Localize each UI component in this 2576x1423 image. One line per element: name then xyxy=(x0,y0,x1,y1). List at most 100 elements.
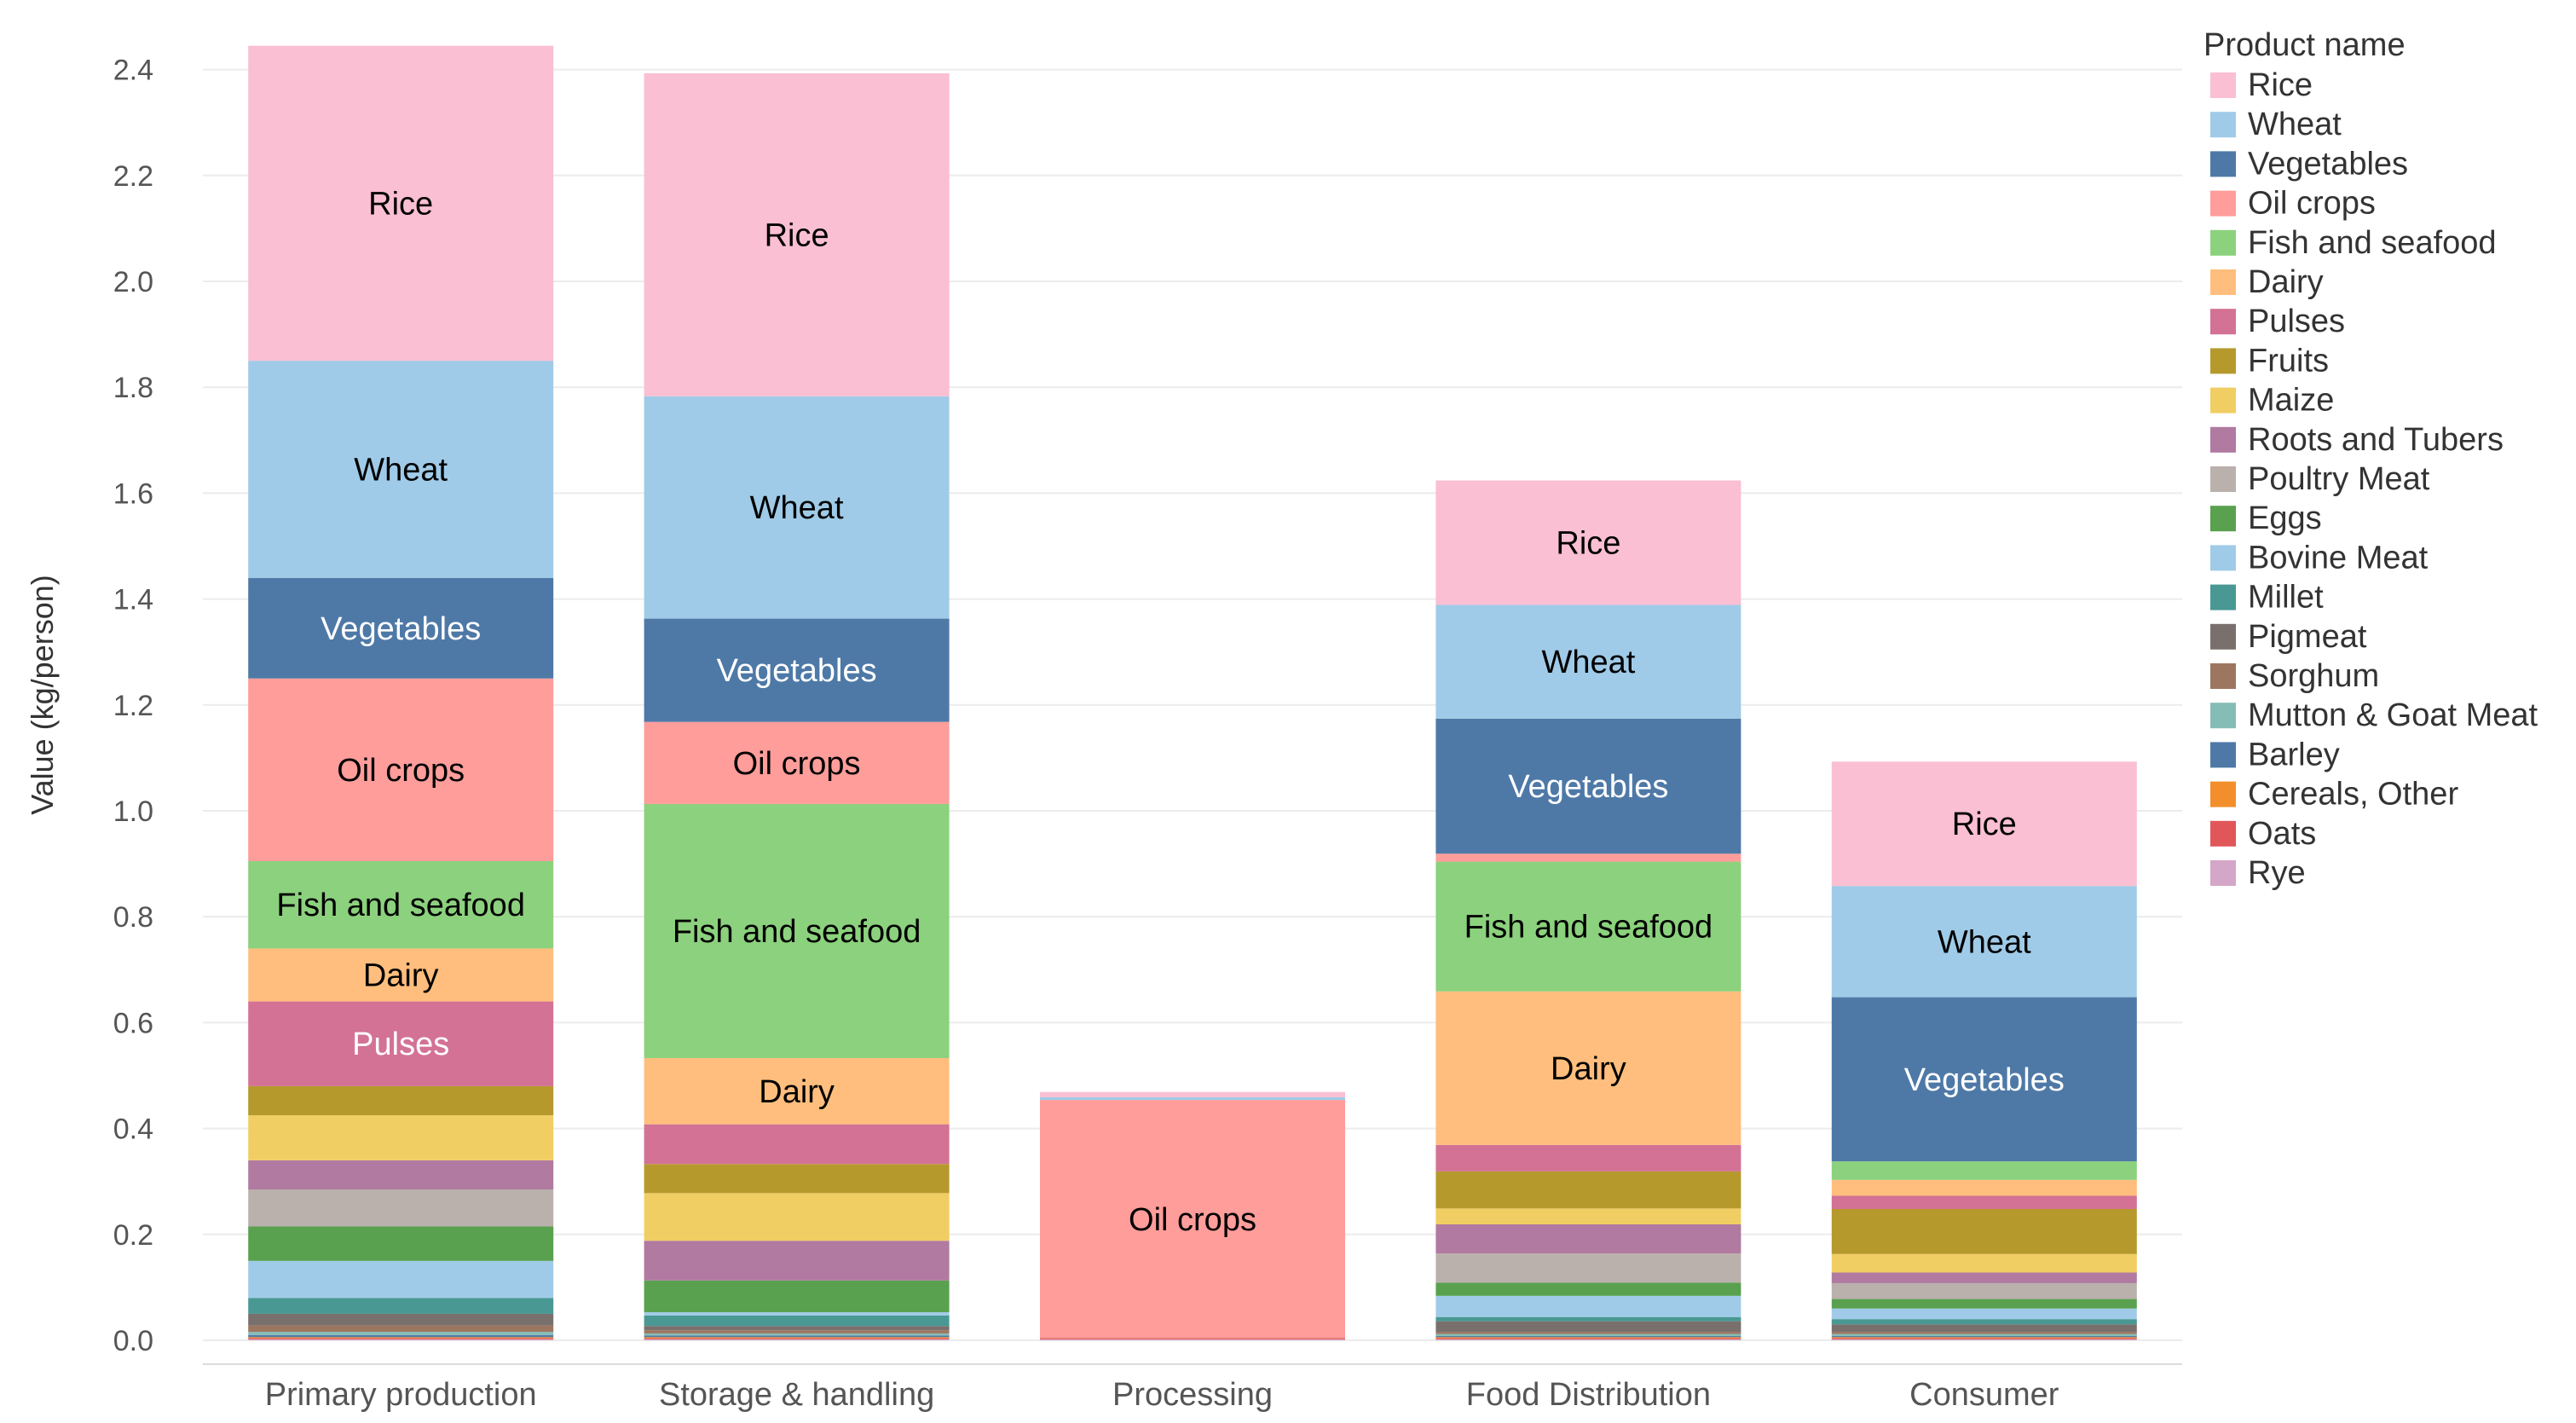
legend-swatch xyxy=(2210,190,2236,217)
legend-swatch xyxy=(2210,112,2236,138)
segment-oil-crops xyxy=(1040,1100,1345,1339)
legend-item-dairy: Dairy xyxy=(2210,264,2324,300)
segment-fish-and-seafood xyxy=(1831,1161,2137,1180)
legend-label: Wheat xyxy=(2248,107,2342,142)
segment-wheat xyxy=(1435,604,1741,719)
legend-item-roots-and-tubers: Roots and Tubers xyxy=(2210,422,2504,458)
segment-fish-and-seafood xyxy=(248,860,554,949)
legend-swatch xyxy=(2210,72,2236,98)
legend-swatch xyxy=(2210,151,2236,177)
bars: Rice Wheat Vegetables Oil crops Fish and sea… xyxy=(248,45,2137,1340)
segment-maize xyxy=(644,1193,950,1241)
segment-mutton-and-goat-meat xyxy=(1435,1333,1741,1337)
legend-item-rice: Rice xyxy=(2210,67,2313,103)
segment-pigmeat xyxy=(644,1326,950,1331)
segment-pigmeat xyxy=(1435,1321,1741,1333)
segment-eggs xyxy=(644,1280,950,1313)
segment-vegetables xyxy=(644,618,950,722)
legend-label: Millet xyxy=(2248,580,2324,616)
legend-label: Vegetables xyxy=(2248,146,2408,182)
bar-storage-and-handling xyxy=(644,72,950,1340)
segment-pigmeat xyxy=(248,1313,554,1326)
segment-millet xyxy=(644,1315,950,1327)
segment-fruits xyxy=(1831,1208,2137,1254)
data-label: Dairy xyxy=(363,958,439,994)
segment-millet xyxy=(248,1298,554,1314)
data-label: Rice xyxy=(368,186,433,222)
legend-label: Oats xyxy=(2248,816,2316,852)
legend-item-cereals-other: Cereals, Other xyxy=(2210,777,2458,813)
y-tick-label: 0.6 xyxy=(113,1007,153,1039)
data-label: Dairy xyxy=(1551,1051,1626,1087)
segment-rye xyxy=(1435,1339,1741,1340)
segment-millet xyxy=(1831,1319,2137,1325)
segment-fish-and-seafood xyxy=(1435,861,1741,992)
legend-label: Roots and Tubers xyxy=(2248,422,2504,458)
y-tick-label: 2.0 xyxy=(113,266,153,298)
data-label: Rice xyxy=(1952,807,2017,842)
data-label: Rice xyxy=(765,217,829,253)
segment-cereals-other xyxy=(1831,1337,2137,1339)
segment-pulses xyxy=(1435,1144,1741,1171)
legend-swatch xyxy=(2210,545,2236,571)
segment-rye xyxy=(248,1339,554,1340)
y-tick-label: 1.4 xyxy=(113,584,153,616)
data-label: Fish and seafood xyxy=(673,914,921,950)
legend: Product name Rice Wheat Vegetables Oil crop… xyxy=(2203,27,2538,891)
segment-dairy xyxy=(1435,991,1741,1145)
segment-maize xyxy=(1435,1208,1741,1225)
segment-roots-and-tubers xyxy=(1831,1272,2137,1283)
y-tick-label: 0.4 xyxy=(113,1114,153,1146)
segment-cereals-other xyxy=(644,1337,950,1339)
legend-label: Poultry Meat xyxy=(2248,461,2430,497)
segment-barley xyxy=(644,1335,950,1338)
segment-fish-and-seafood xyxy=(644,803,950,1059)
legend-item-vegetables: Vegetables xyxy=(2210,146,2408,182)
segment-vegetables xyxy=(1435,718,1741,854)
x-tick-label: Primary production xyxy=(265,1377,537,1413)
segment-vegetables xyxy=(248,577,554,679)
segment-roots-and-tubers xyxy=(1435,1224,1741,1254)
legend-item-wheat: Wheat xyxy=(2210,107,2342,142)
legend-swatch xyxy=(2210,663,2236,689)
segment-bovine-meat xyxy=(248,1260,554,1299)
segment-dairy xyxy=(1831,1179,2137,1196)
x-tick-label: Processing xyxy=(1112,1377,1273,1413)
segment-fruits xyxy=(644,1164,950,1194)
segment-rye xyxy=(1831,1339,2137,1340)
segment-poultry-meat xyxy=(1435,1253,1741,1283)
legend-label: Mutton & Goat Meat xyxy=(2248,697,2538,733)
segment-sorghum xyxy=(1435,1332,1741,1334)
x-tick-label: Consumer xyxy=(1909,1377,2059,1413)
segment-maize xyxy=(1831,1253,2137,1273)
legend-swatch xyxy=(2210,860,2236,886)
segment-rice xyxy=(1040,1091,1345,1097)
segment-roots-and-tubers xyxy=(644,1241,950,1281)
legend-item-fish-and-seafood: Fish and seafood xyxy=(2210,225,2497,261)
segment-mutton-and-goat-meat xyxy=(248,1332,554,1335)
legend-item-maize: Maize xyxy=(2210,383,2334,419)
legend-item-mutton-and-goat-meat: Mutton & Goat Meat xyxy=(2210,697,2538,733)
legend-swatch xyxy=(2210,387,2236,414)
legend-item-millet: Millet xyxy=(2210,580,2324,616)
legend-label: Pigmeat xyxy=(2248,619,2367,655)
data-label: Oil crops xyxy=(337,753,465,789)
y-tick-label: 0.8 xyxy=(113,901,153,934)
segment-eggs xyxy=(1435,1282,1741,1296)
legend-item-oil-crops: Oil crops xyxy=(2210,186,2376,222)
legend-item-eggs: Eggs xyxy=(2210,500,2322,536)
y-tick-label: 1.2 xyxy=(113,690,153,722)
segment-wheat xyxy=(248,361,554,578)
legend-item-pigmeat: Pigmeat xyxy=(2210,619,2367,655)
bar-food-distribution xyxy=(1435,480,1741,1340)
segment-barley xyxy=(248,1334,554,1338)
data-label: Vegetables xyxy=(1904,1062,2065,1098)
legend-item-oats: Oats xyxy=(2210,816,2316,852)
segment-oil-crops xyxy=(1435,853,1741,862)
segment-barley xyxy=(1435,1336,1741,1338)
legend-label: Oil crops xyxy=(2248,186,2376,222)
x-tick-label: Storage & handling xyxy=(659,1377,934,1413)
segment-pulses xyxy=(1831,1195,2137,1209)
